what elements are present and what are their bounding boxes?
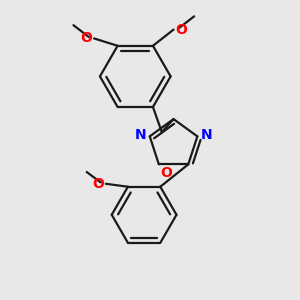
Text: O: O — [81, 32, 93, 45]
Text: O: O — [175, 22, 187, 37]
Text: N: N — [135, 128, 147, 142]
Text: O: O — [160, 166, 172, 180]
Text: N: N — [200, 128, 212, 142]
Text: O: O — [92, 177, 104, 191]
